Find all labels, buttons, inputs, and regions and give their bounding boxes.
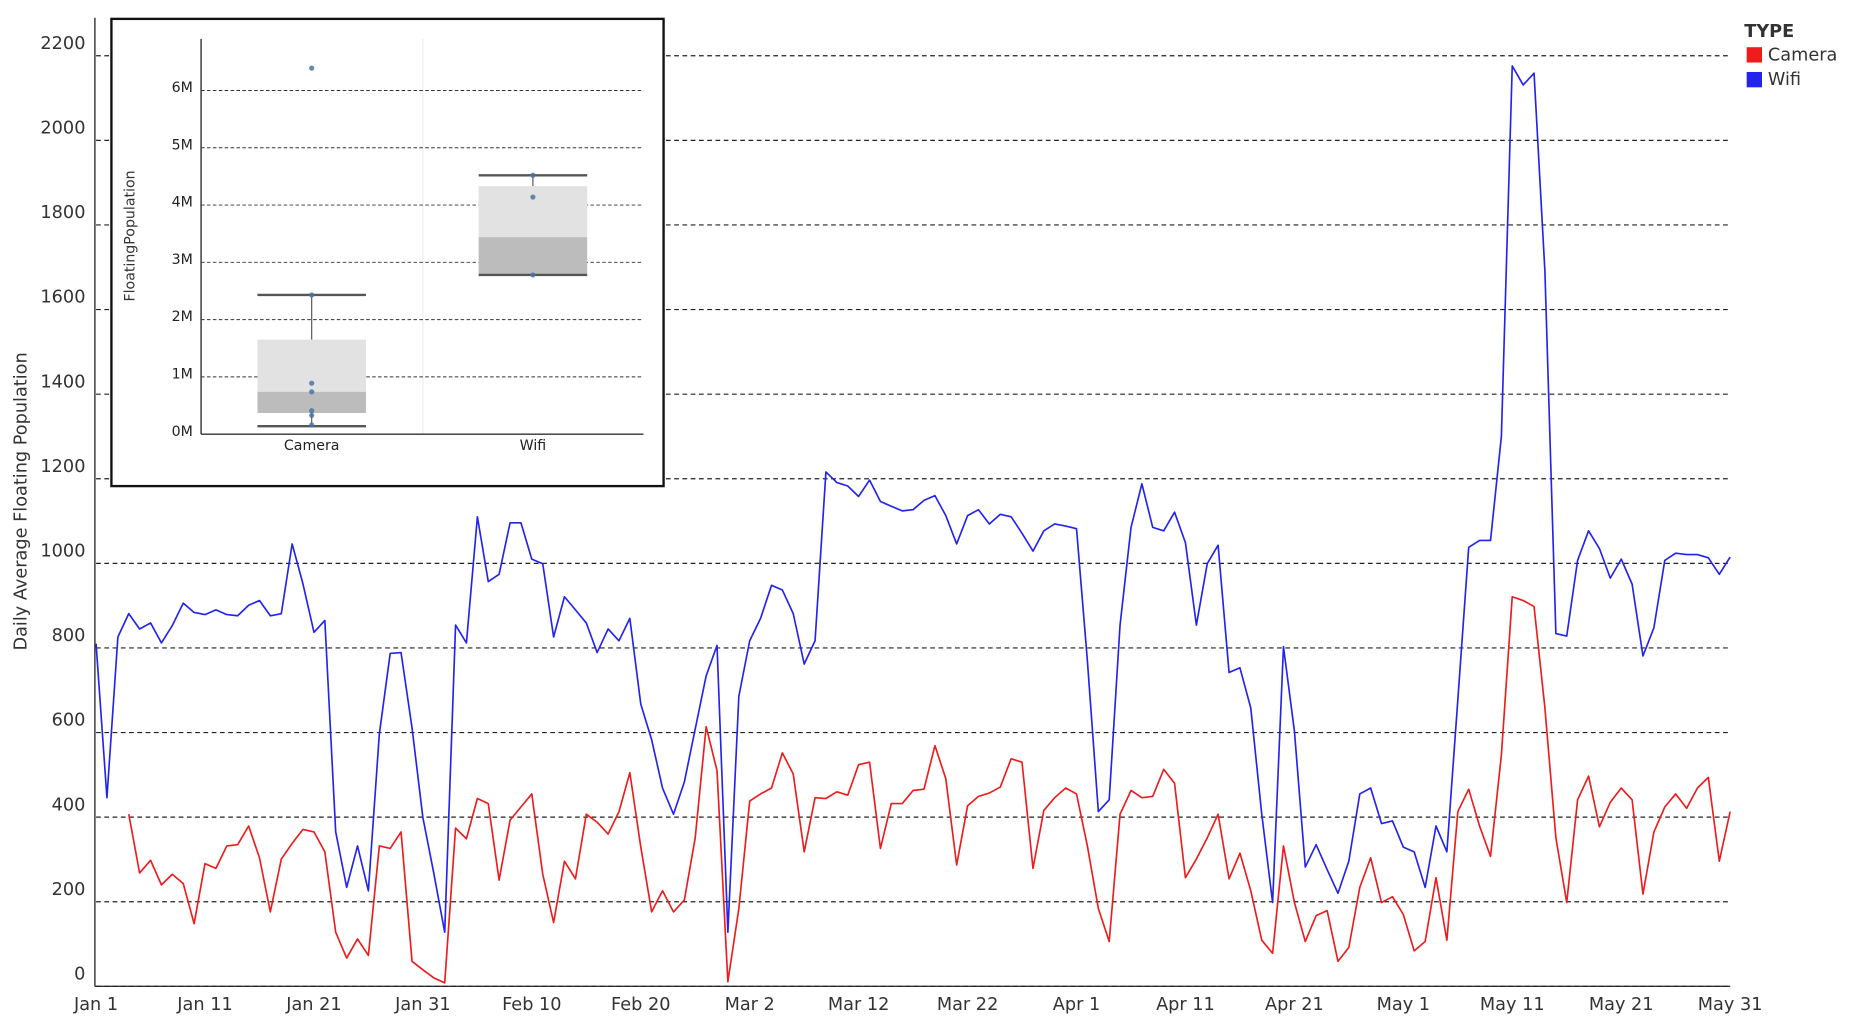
y-tick-label: 600 — [52, 711, 86, 731]
y-tick-label: 1400 — [40, 372, 85, 392]
data-point — [309, 408, 315, 414]
box-lower — [478, 237, 588, 275]
inset-x-tick-label: Wifi — [520, 438, 547, 454]
x-tick-label: Jan 21 — [285, 995, 341, 1015]
y-tick-label: 2200 — [40, 34, 85, 54]
inset-y-tick-label: 6M — [172, 80, 193, 96]
y-tick-label: 1000 — [40, 542, 85, 562]
legend-label: Camera — [1768, 45, 1837, 65]
inset-x-tick-label: Camera — [284, 438, 339, 454]
x-tick-label: Mar 2 — [725, 995, 775, 1015]
y-axis-label: Daily Average Floating Population — [12, 352, 32, 650]
inset-y-tick-label: 5M — [172, 137, 193, 153]
x-tick-label: Jan 31 — [394, 995, 450, 1015]
y-tick-label: 1200 — [40, 457, 85, 477]
y-tick-label: 200 — [52, 880, 86, 900]
data-point — [530, 194, 536, 200]
x-tick-label: May 1 — [1377, 995, 1430, 1015]
legend-swatch — [1746, 47, 1763, 63]
y-tick-label: 2000 — [40, 119, 85, 139]
x-tick-label: May 21 — [1589, 995, 1654, 1015]
data-point — [530, 172, 536, 178]
inset-y-label: FloatingPopulation — [122, 170, 138, 301]
y-tick-label: 400 — [52, 795, 86, 815]
inset-y-tick-label: 0M — [172, 424, 193, 440]
y-tick-label: 800 — [52, 626, 86, 646]
series-line — [127, 595, 1731, 984]
x-tick-label: Apr 21 — [1265, 995, 1324, 1015]
legend-title: TYPE — [1744, 22, 1794, 42]
data-point — [309, 380, 315, 386]
data-point — [309, 412, 315, 418]
x-tick-label: Feb 20 — [611, 995, 670, 1015]
x-tick-label: Jan 11 — [176, 995, 232, 1015]
x-tick-label: Apr 11 — [1156, 995, 1215, 1015]
data-point — [530, 272, 536, 278]
inset-plot: FloatingPopulation 0M 1M 2M 3M 4M 5M 6M Camera W… — [122, 38, 644, 454]
data-point — [309, 292, 315, 298]
series-line — [95, 65, 1731, 934]
inset-y-tick-label: 2M — [172, 309, 193, 325]
x-tick-label: Mar 22 — [937, 995, 999, 1015]
inset-y-tick-label: 3M — [172, 252, 193, 268]
x-tick-label: Apr 1 — [1053, 995, 1100, 1015]
inset-y-tick-label: 4M — [172, 195, 193, 211]
x-tick-label: May 11 — [1480, 995, 1545, 1015]
y-tick-label: 0 — [74, 965, 85, 985]
y-tick-label: 1600 — [40, 288, 85, 308]
x-tick-label: Jan 1 — [73, 995, 118, 1015]
x-tick-label: Feb 10 — [502, 995, 561, 1015]
box-lower — [257, 391, 366, 413]
data-point — [309, 65, 315, 71]
data-point — [309, 389, 315, 395]
data-point — [309, 422, 315, 428]
x-tick-label: May 31 — [1698, 995, 1763, 1015]
inset-y-tick-label: 1M — [172, 367, 193, 383]
box-upper — [478, 186, 588, 238]
main-plot: Daily Average Floating Population TYPE 0… — [12, 17, 1837, 1015]
legend-swatch — [1746, 71, 1763, 88]
x-tick-label: Mar 12 — [828, 995, 890, 1015]
y-tick-label: 1800 — [40, 203, 85, 223]
legend-label: Wifi — [1768, 70, 1801, 90]
